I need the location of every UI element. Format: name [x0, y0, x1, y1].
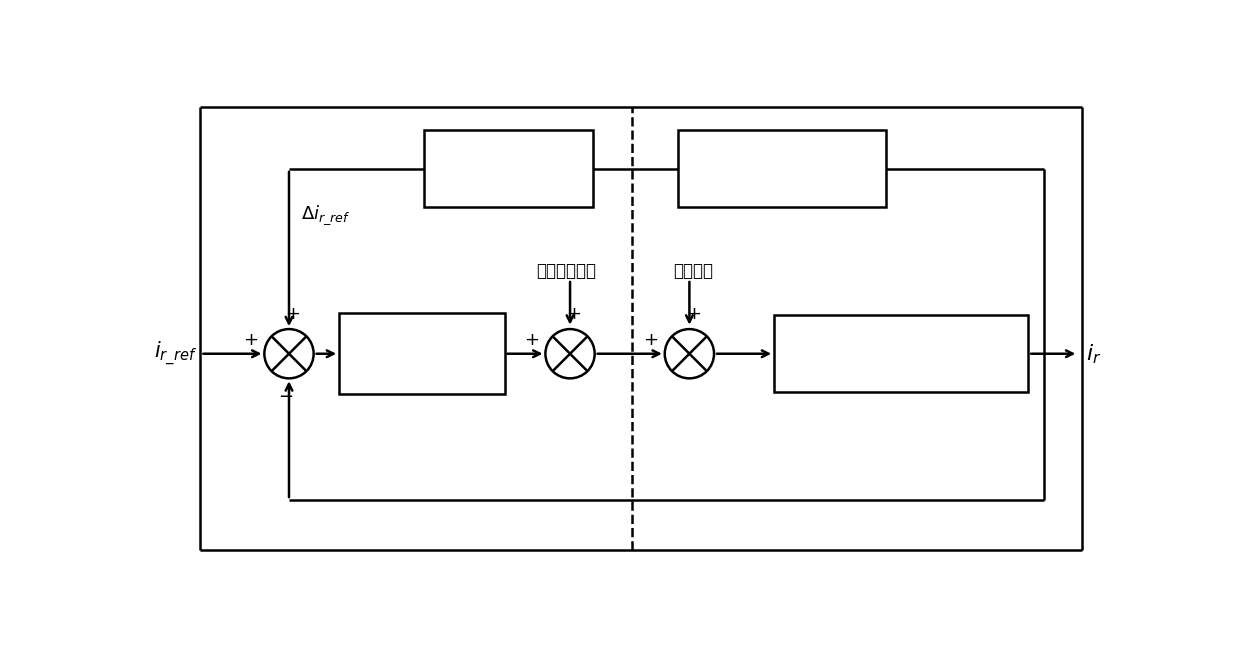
- Text: $s$: $s$: [450, 363, 463, 383]
- Text: $s$: $s$: [537, 178, 549, 198]
- Text: $i_r$: $i_r$: [1086, 342, 1101, 365]
- Text: +: +: [686, 305, 701, 323]
- Text: +: +: [525, 331, 539, 349]
- Text: $R_r + sX_G * slip$: $R_r + sX_G * slip$: [841, 363, 961, 386]
- Bar: [678, 131, 885, 208]
- Text: +: +: [644, 331, 658, 349]
- Text: $+$: $+$: [496, 143, 513, 162]
- Text: $-$: $-$: [278, 386, 293, 404]
- Text: $K_{i1}$: $K_{i1}$: [531, 135, 556, 156]
- Text: $K_{p1}$: $K_{p1}$: [464, 139, 498, 166]
- Text: 固有支路: 固有支路: [673, 262, 713, 281]
- Text: +: +: [285, 305, 300, 323]
- Text: $\Delta i_{r\_ref}$: $\Delta i_{r\_ref}$: [300, 204, 351, 227]
- Text: $K_{p3}$: $K_{p3}$: [377, 323, 413, 350]
- Text: $U_s$: $U_s$: [816, 141, 839, 163]
- Bar: [339, 313, 505, 394]
- Text: $K_{i3}$: $K_{i3}$: [444, 320, 470, 341]
- Text: $i_{r\_ref}$: $i_{r\_ref}$: [154, 340, 197, 368]
- Text: $1$: $1$: [894, 324, 908, 344]
- Text: 前馈补偿支路: 前馈补偿支路: [536, 262, 596, 281]
- Bar: [774, 315, 1028, 392]
- Bar: [424, 131, 593, 208]
- Text: +: +: [243, 331, 258, 349]
- Text: $+$: $+$: [412, 327, 428, 346]
- Text: $-\dfrac{L_m}{L_s}$: $-\dfrac{L_m}{L_s}$: [718, 129, 761, 174]
- Text: +: +: [567, 305, 582, 323]
